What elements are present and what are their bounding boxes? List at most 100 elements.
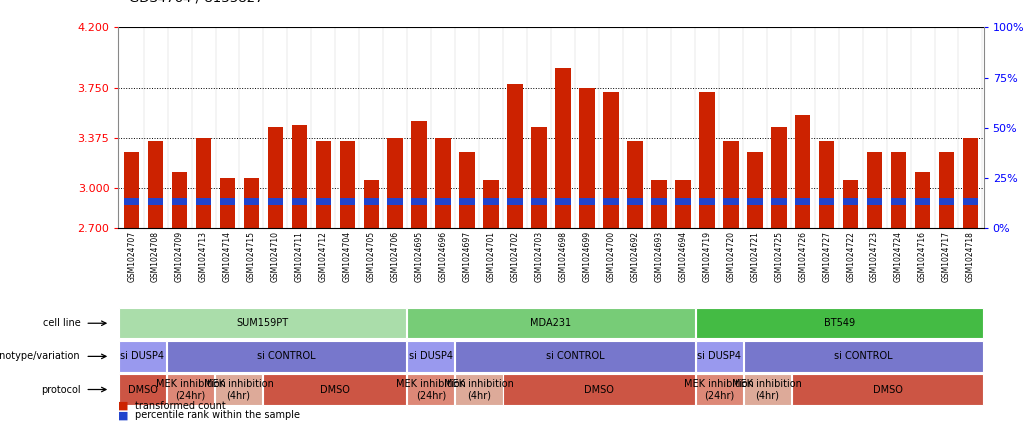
Bar bbox=[167, 374, 214, 405]
Bar bbox=[455, 341, 695, 372]
Bar bbox=[504, 374, 695, 405]
Text: MEK inhibition
(24hr): MEK inhibition (24hr) bbox=[396, 379, 466, 400]
Bar bbox=[483, 198, 499, 205]
Bar bbox=[963, 198, 978, 205]
Text: MEK inhibition
(4hr): MEK inhibition (4hr) bbox=[732, 379, 802, 400]
Bar bbox=[579, 198, 594, 205]
Bar bbox=[459, 198, 475, 205]
Bar bbox=[747, 198, 762, 205]
Bar bbox=[459, 152, 475, 228]
Bar bbox=[118, 308, 407, 338]
Text: ■: ■ bbox=[118, 410, 129, 420]
Bar bbox=[436, 138, 451, 228]
Bar bbox=[604, 198, 619, 205]
Bar bbox=[436, 198, 451, 205]
Bar bbox=[124, 152, 139, 228]
Bar bbox=[915, 198, 930, 205]
Bar bbox=[387, 138, 403, 228]
Text: DMSO: DMSO bbox=[872, 385, 902, 395]
Bar bbox=[196, 138, 211, 228]
Bar bbox=[963, 138, 978, 228]
Bar bbox=[148, 198, 164, 205]
Bar bbox=[315, 198, 332, 205]
Bar bbox=[795, 198, 811, 205]
Bar bbox=[483, 180, 499, 228]
Text: si DUSP4: si DUSP4 bbox=[409, 352, 453, 361]
Bar bbox=[118, 341, 166, 372]
Text: genotype/variation: genotype/variation bbox=[0, 352, 80, 361]
Bar bbox=[268, 126, 283, 228]
Bar bbox=[770, 198, 787, 205]
Bar bbox=[555, 68, 571, 228]
Bar bbox=[675, 180, 691, 228]
Bar bbox=[411, 198, 427, 205]
Bar bbox=[723, 198, 739, 205]
Text: MEK inhibition
(24hr): MEK inhibition (24hr) bbox=[156, 379, 226, 400]
Bar bbox=[244, 178, 260, 228]
Bar bbox=[891, 152, 906, 228]
Bar bbox=[407, 374, 454, 405]
Bar bbox=[744, 374, 791, 405]
Bar bbox=[219, 178, 235, 228]
Bar bbox=[819, 198, 834, 205]
Bar bbox=[268, 198, 283, 205]
Bar bbox=[891, 198, 906, 205]
Bar bbox=[215, 374, 263, 405]
Text: cell line: cell line bbox=[43, 318, 80, 328]
Bar bbox=[915, 172, 930, 228]
Bar bbox=[148, 141, 164, 228]
Bar bbox=[411, 121, 427, 228]
Text: protocol: protocol bbox=[41, 385, 80, 395]
Bar bbox=[744, 341, 984, 372]
Text: si CONTROL: si CONTROL bbox=[258, 352, 316, 361]
Bar bbox=[695, 308, 984, 338]
Bar bbox=[819, 141, 834, 228]
Bar bbox=[795, 115, 811, 228]
Text: percentile rank within the sample: percentile rank within the sample bbox=[135, 410, 300, 420]
Bar bbox=[627, 141, 643, 228]
Text: MEK inhibition
(4hr): MEK inhibition (4hr) bbox=[444, 379, 514, 400]
Bar bbox=[843, 180, 858, 228]
Bar bbox=[291, 198, 307, 205]
Bar bbox=[699, 92, 715, 228]
Bar bbox=[843, 198, 858, 205]
Bar bbox=[167, 341, 407, 372]
Text: SUM159PT: SUM159PT bbox=[237, 318, 288, 328]
Bar bbox=[387, 198, 403, 205]
Text: DMSO: DMSO bbox=[319, 385, 350, 395]
Text: si DUSP4: si DUSP4 bbox=[697, 352, 742, 361]
Text: MDA231: MDA231 bbox=[530, 318, 572, 328]
Bar bbox=[244, 198, 260, 205]
Bar bbox=[938, 198, 954, 205]
Bar bbox=[407, 341, 454, 372]
Bar bbox=[651, 180, 666, 228]
Bar bbox=[172, 172, 187, 228]
Bar bbox=[938, 152, 954, 228]
Text: DMSO: DMSO bbox=[128, 385, 158, 395]
Bar bbox=[867, 198, 883, 205]
Bar bbox=[555, 198, 571, 205]
Bar bbox=[508, 84, 523, 228]
Bar bbox=[407, 308, 695, 338]
Bar bbox=[124, 198, 139, 205]
Bar bbox=[263, 374, 407, 405]
Bar bbox=[364, 198, 379, 205]
Bar bbox=[340, 141, 355, 228]
Text: ■: ■ bbox=[118, 401, 129, 411]
Bar bbox=[196, 198, 211, 205]
Bar bbox=[695, 374, 743, 405]
Bar bbox=[291, 125, 307, 228]
Text: si DUSP4: si DUSP4 bbox=[121, 352, 165, 361]
Bar bbox=[172, 198, 187, 205]
Bar bbox=[792, 374, 984, 405]
Bar bbox=[579, 88, 594, 228]
Bar bbox=[699, 198, 715, 205]
Bar bbox=[627, 198, 643, 205]
Bar bbox=[770, 126, 787, 228]
Text: si CONTROL: si CONTROL bbox=[834, 352, 893, 361]
Bar bbox=[118, 374, 166, 405]
Text: si CONTROL: si CONTROL bbox=[546, 352, 605, 361]
Bar bbox=[315, 141, 332, 228]
Bar bbox=[747, 152, 762, 228]
Bar bbox=[219, 198, 235, 205]
